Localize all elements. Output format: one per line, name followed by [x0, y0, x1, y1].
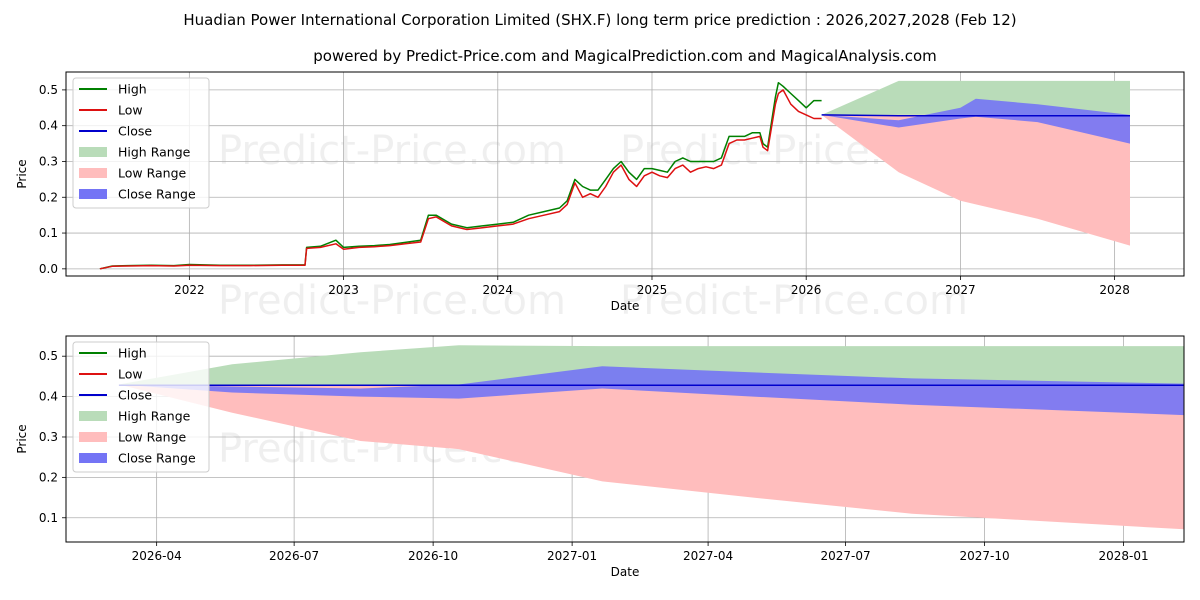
forecast-zoom-panel: Predict-Price.comPredict-Price.com2026-0…	[15, 335, 1185, 579]
x-tick-label: 2026-10	[408, 549, 458, 563]
legend-low-label: Low	[118, 103, 143, 118]
x-tick-label: 2026-04	[132, 549, 182, 563]
axes-frame	[65, 71, 1185, 277]
x-axis-label: Date	[611, 565, 640, 579]
legend-high-range-swatch	[79, 411, 107, 421]
x-tick-label: 2027-07	[821, 549, 871, 563]
x-tick-label: 2022	[174, 283, 205, 297]
high-series-line	[99, 81, 822, 270]
axes-frame	[65, 335, 1185, 543]
x-tick-label: 2027-01	[547, 549, 597, 563]
y-tick-label: 0.2	[39, 190, 58, 204]
legend-low-range-swatch	[79, 432, 107, 442]
y-tick-label: 0.1	[39, 511, 58, 525]
legend-low-range-label: Low Range	[118, 430, 187, 445]
y-tick-label: 0.0	[39, 262, 58, 276]
series-layer	[99, 80, 1130, 270]
x-tick-label: 2026	[791, 283, 822, 297]
x-tick-label: 2025	[637, 283, 668, 297]
x-tick-label: 2027-04	[683, 549, 733, 563]
low-range-band	[821, 114, 1130, 246]
legend-close-range-label: Close Range	[118, 451, 196, 466]
legend-high-label: High	[118, 82, 147, 97]
close-range-band	[118, 366, 1184, 416]
watermark-wm-left-2: Predict-Price.com	[218, 278, 566, 324]
x-tick-label: 2026-07	[269, 549, 319, 563]
y-axis-label: Price	[15, 159, 29, 188]
close-series-line	[821, 114, 1130, 117]
y-tick-label: 0.3	[39, 430, 58, 444]
x-tick-label: 2027-10	[960, 549, 1010, 563]
x-tick-label: 2028	[1099, 283, 1130, 297]
y-tick-label: 0.1	[39, 226, 58, 240]
y-tick-label: 0.4	[39, 390, 58, 404]
legend-high-range-label: High Range	[118, 145, 191, 160]
close-range-band	[821, 98, 1130, 144]
legend-low-label: Low	[118, 367, 143, 382]
x-axis-label: Date	[611, 299, 640, 313]
x-tick-label: 2027	[945, 283, 976, 297]
x-tick-label: 2028-01	[1098, 549, 1148, 563]
y-tick-label: 0.5	[39, 349, 58, 363]
watermark-wm-right-2: Predict-Price.com	[620, 278, 968, 324]
x-tick-label: 2023	[328, 283, 359, 297]
legend-low-range-label: Low Range	[118, 166, 187, 181]
legend: High Low Close High Range Low Range Close Ran…	[72, 77, 210, 209]
legend-close-range-swatch	[79, 453, 107, 463]
legend: High Low Close High Range Low Range Close Ran…	[72, 341, 210, 473]
x-tick-label: 2024	[483, 283, 514, 297]
long-term-panel: Predict-Price.com Predict-Price.com Predic…	[15, 71, 1185, 324]
y-axis-label: Price	[15, 424, 29, 453]
legend-high-range-swatch	[79, 147, 107, 157]
legend-close-range-label: Close Range	[118, 187, 196, 202]
high-range-band	[118, 345, 1184, 385]
legend-high-label: High	[118, 346, 147, 361]
chart-subtitle: powered by Predict-Price.com and Magical…	[313, 47, 937, 65]
legend-low-range-swatch	[79, 168, 107, 178]
legend-close-label: Close	[118, 388, 152, 403]
low-range-band	[118, 384, 1184, 530]
series-layer	[118, 345, 1184, 530]
watermark-wm-left: Predict-Price.com	[218, 128, 566, 174]
chart-title: Huadian Power International Corporation …	[183, 11, 1016, 29]
y-tick-label: 0.4	[39, 119, 58, 133]
y-tick-label: 0.3	[39, 154, 58, 168]
legend-close-range-swatch	[79, 189, 107, 199]
y-tick-label: 0.5	[39, 83, 58, 97]
y-tick-label: 0.2	[39, 470, 58, 484]
legend-close-label: Close	[118, 124, 152, 139]
legend-high-range-label: High Range	[118, 409, 191, 424]
low-series-line	[99, 89, 822, 270]
